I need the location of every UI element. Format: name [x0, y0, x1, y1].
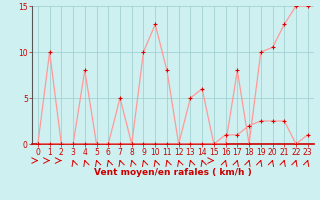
X-axis label: Vent moyen/en rafales ( km/h ): Vent moyen/en rafales ( km/h ) [94, 168, 252, 177]
